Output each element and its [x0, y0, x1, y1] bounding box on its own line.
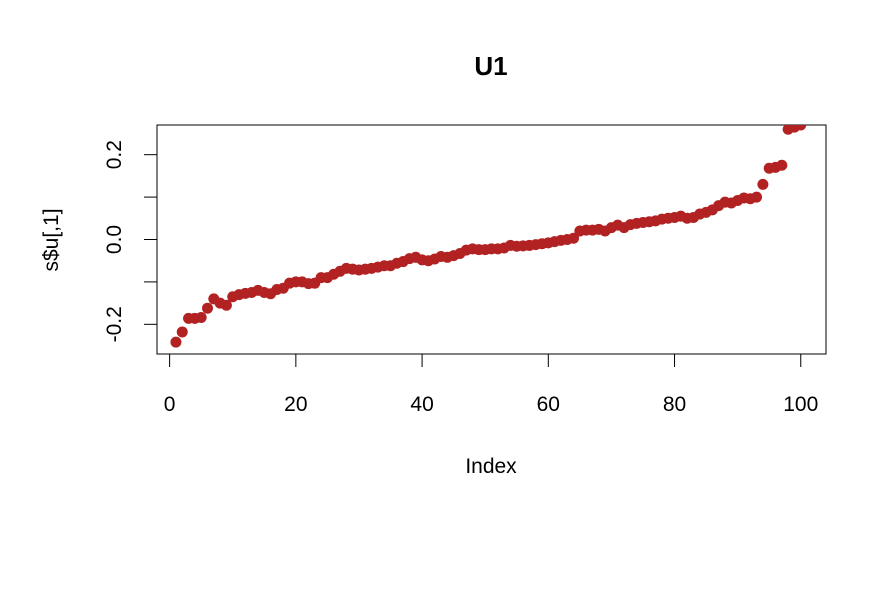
data-points — [170, 125, 807, 348]
x-tick-label: 60 — [537, 393, 560, 416]
x-tick-label: 0 — [164, 393, 176, 416]
y-axis-label: s$u[,1] — [40, 208, 63, 271]
y-tick-label: 0.2 — [103, 140, 126, 169]
data-point — [776, 159, 788, 171]
x-axis-label: Index — [465, 455, 517, 478]
x-tick-label: 100 — [783, 393, 818, 416]
data-point — [751, 191, 763, 203]
plot-frame — [156, 124, 827, 355]
y-tick-label: -0.2 — [103, 306, 126, 342]
data-point — [757, 178, 769, 190]
data-point — [195, 312, 207, 324]
data-point — [170, 336, 182, 348]
data-point — [795, 125, 807, 131]
chart-title: U1 — [474, 51, 507, 81]
data-point — [176, 326, 188, 338]
y-axis: -0.2 0.0 0.2 — [103, 140, 158, 342]
x-tick-label: 40 — [410, 393, 433, 416]
x-tick-label: 20 — [284, 393, 307, 416]
data-point — [201, 302, 213, 314]
data-point — [220, 299, 232, 311]
data-point — [568, 232, 580, 244]
x-tick-label: 80 — [663, 393, 686, 416]
y-tick-label: 0.0 — [103, 225, 126, 254]
x-axis: 0 20 40 60 80 100 — [164, 353, 818, 416]
